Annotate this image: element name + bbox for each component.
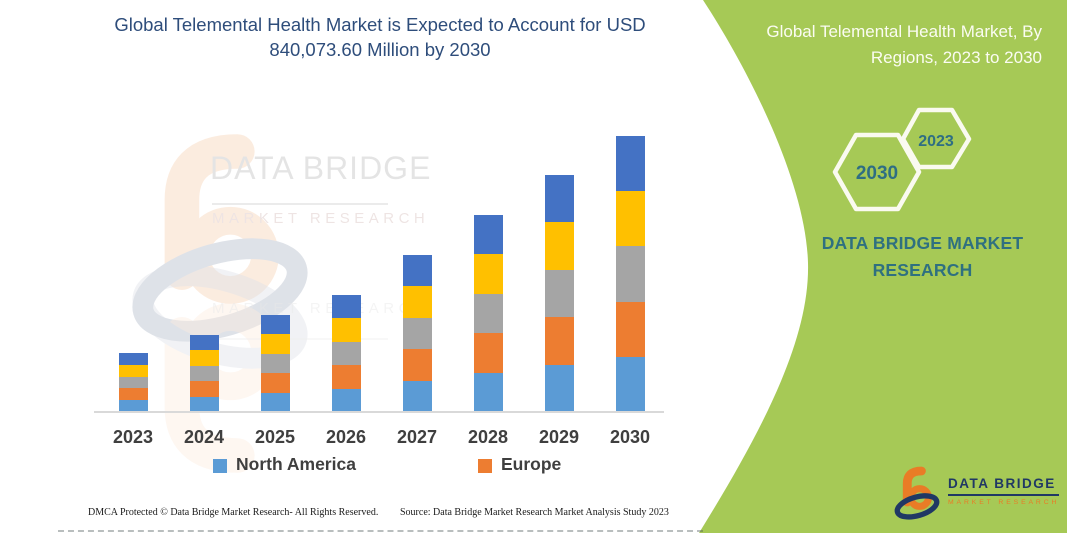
legend-label-europe: Europe [501,454,562,474]
x-axis-line [94,411,664,413]
bar-segment [402,286,432,318]
legend-item-north-america: North America [213,454,356,475]
bar-segment [118,353,148,365]
hexagon-2030-label: 2030 [856,163,898,184]
bar-segment [402,380,432,412]
legend-swatch-north-america [213,458,227,473]
bar-segment [473,254,503,294]
bar-segment [260,334,290,354]
bar-segment [544,317,574,365]
chart-title-line1: Global Telemental Health Market is Expec… [114,14,646,35]
bar-segment [473,293,503,334]
logo-tagline-text: MARKET RESEARCH [948,499,1060,506]
bar-segment [189,350,219,366]
bar-segment [189,396,219,412]
bar-plot [95,136,663,412]
bar-segment [615,246,645,302]
bar-segment [615,136,645,192]
x-axis-label: 2029 [538,427,580,447]
bar-segment [331,295,361,319]
source-note: Source: Data Bridge Market Research Mark… [400,507,669,518]
bar-segment [473,372,503,412]
bar-segment [189,335,219,351]
panel-title: Global Telemental Health Market, By Regi… [702,19,1042,70]
legend-item-europe: Europe [478,454,561,475]
bar-segment [544,222,574,270]
bar-segment [260,353,290,374]
logo-brand-text: DATA BRIDGE [948,476,1060,496]
hexagon-2023 [900,107,972,170]
bar-segment [473,215,503,255]
bar-segment [402,317,432,350]
bar-segment [331,365,361,389]
x-axis-label: 2025 [254,427,296,447]
bar-segment [473,333,503,373]
panel-brand-line2: RESEARCH [872,260,973,280]
green-swoosh-shape [699,0,1067,533]
hexagon-2023-label: 2023 [918,133,954,150]
panel-brand-text: DATA BRIDGE MARKET RESEARCH [800,230,1045,284]
x-axis-label: 2026 [325,427,367,447]
bar-segment [544,364,574,412]
bar-segment [615,356,645,412]
legend-swatch-europe [478,458,492,473]
bar-segment [118,400,148,412]
bar-segment [544,175,574,223]
x-axis-label: 2027 [396,427,438,447]
hexagon-2030 [832,132,922,212]
bar-segment [189,381,219,397]
bar-segment [615,301,645,357]
data-bridge-logo-icon [894,466,940,522]
x-axis-label: 2028 [467,427,509,447]
bar-segment [331,341,361,366]
chart-title-line2: 840,073.60 Million by 2030 [269,38,491,60]
panel-title-line1: Global Telemental Health Market, By [766,22,1042,41]
data-bridge-logo-text: DATA BRIDGE MARKET RESEARCH [948,466,1060,506]
hexagon-badges: 2023 2030 [832,107,972,212]
legend-label-north-america: North America [236,454,356,474]
x-axis-label: 2023 [112,427,154,447]
dmca-notice: DMCA Protected © Data Bridge Market Rese… [88,507,379,518]
x-axis-label: 2030 [609,427,651,447]
data-bridge-logo: DATA BRIDGE MARKET RESEARCH [894,466,1060,522]
bar-segment [544,269,574,318]
bar-segment [260,315,290,335]
x-axis-label: 2024 [183,427,225,447]
bar-segment [615,191,645,247]
bar-segment [118,388,148,401]
bottom-divider [58,530,703,532]
bar-segment [118,364,148,377]
bar-segment [260,373,290,393]
bar-segment [189,365,219,382]
bar-segment [331,318,361,342]
bar-segment [331,388,361,412]
bar-segment [260,392,290,412]
bar-segment [118,376,148,389]
chart-title: Global Telemental Health Market is Expec… [88,13,672,62]
panel-brand-line1: DATA BRIDGE MARKET [821,233,1024,253]
bar-segment [402,349,432,381]
bar-segment [402,255,432,287]
panel-title-line2: Regions, 2023 to 2030 [870,47,1042,67]
